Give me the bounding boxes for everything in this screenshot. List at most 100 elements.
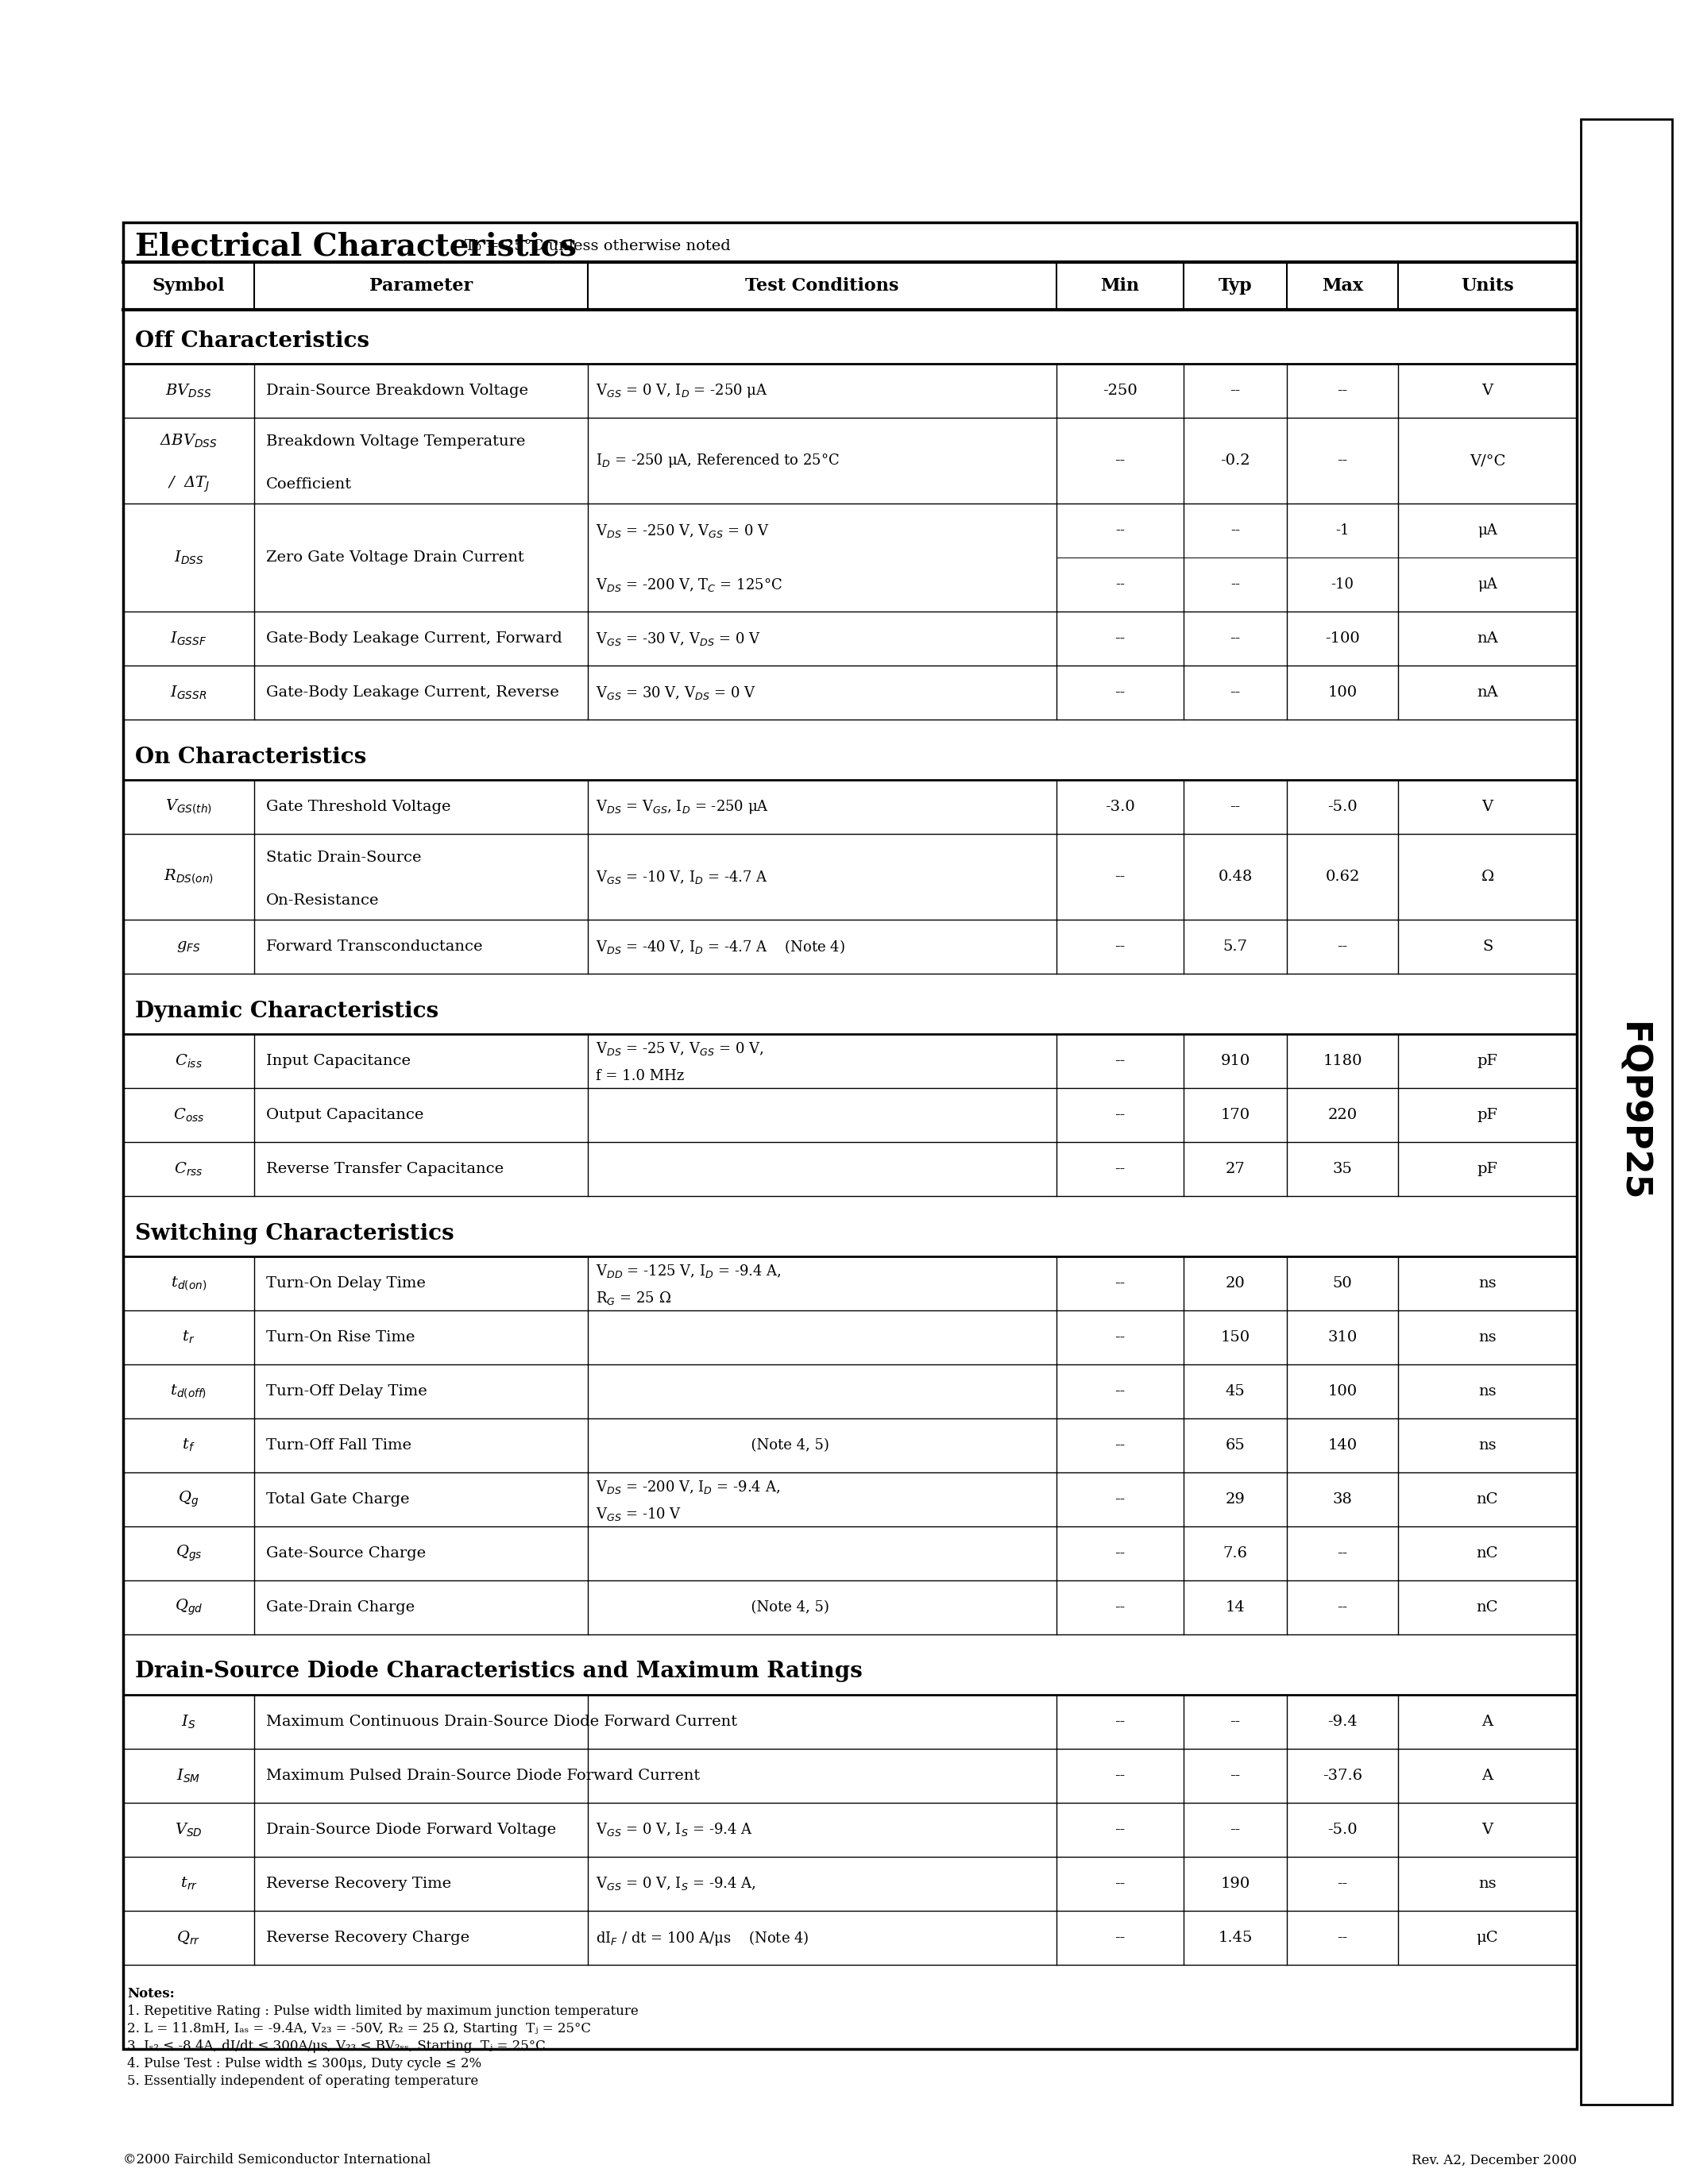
Text: --: --: [1116, 577, 1124, 592]
Text: R$_G$ = 25 Ω: R$_G$ = 25 Ω: [596, 1291, 672, 1306]
Text: --: --: [1114, 1055, 1126, 1068]
Text: Gate-Drain Charge: Gate-Drain Charge: [267, 1601, 415, 1614]
Text: V$_{GS}$ = -10 V: V$_{GS}$ = -10 V: [596, 1507, 682, 1522]
Text: Q$_{gs}$: Q$_{gs}$: [176, 1544, 203, 1564]
Text: -9.4: -9.4: [1327, 1714, 1357, 1730]
Text: --: --: [1114, 1275, 1126, 1291]
Text: BV$_{DSS}$: BV$_{DSS}$: [165, 382, 211, 400]
Text: nC: nC: [1477, 1601, 1499, 1614]
Text: V$_{DS}$ = V$_{GS}$, I$_D$ = -250 μA: V$_{DS}$ = V$_{GS}$, I$_D$ = -250 μA: [596, 797, 770, 815]
Text: Symbol: Symbol: [152, 277, 225, 295]
Text: --: --: [1114, 869, 1126, 885]
Text: 910: 910: [1220, 1055, 1251, 1068]
Text: --: --: [1231, 577, 1241, 592]
Text: t$_r$: t$_r$: [182, 1330, 196, 1345]
Text: A: A: [1482, 1769, 1494, 1782]
Text: pF: pF: [1477, 1055, 1497, 1068]
Text: --: --: [1337, 939, 1347, 954]
Text: --: --: [1337, 1931, 1347, 1946]
Text: dI$_F$ / dt = 100 A/μs    (Note 4): dI$_F$ / dt = 100 A/μs (Note 4): [596, 1928, 809, 1946]
Text: Dynamic Characteristics: Dynamic Characteristics: [135, 1000, 439, 1022]
Text: R$_{DS(on)}$: R$_{DS(on)}$: [164, 867, 214, 885]
Text: nC: nC: [1477, 1492, 1499, 1507]
Text: -250: -250: [1102, 384, 1138, 397]
Text: ns: ns: [1479, 1275, 1497, 1291]
Text: I$_{GSSR}$: I$_{GSSR}$: [170, 684, 208, 701]
Text: ns: ns: [1479, 1876, 1497, 1891]
Text: t$_{rr}$: t$_{rr}$: [181, 1876, 197, 1891]
Text: --: --: [1114, 1385, 1126, 1398]
Text: nA: nA: [1477, 686, 1497, 699]
Text: V$_{GS}$ = 0 V, I$_D$ = -250 μA: V$_{GS}$ = 0 V, I$_D$ = -250 μA: [596, 382, 768, 400]
Text: --: --: [1231, 631, 1241, 646]
Text: -3.0: -3.0: [1106, 799, 1134, 815]
Text: -100: -100: [1325, 631, 1361, 646]
Text: Gate-Source Charge: Gate-Source Charge: [267, 1546, 425, 1562]
Text: 140: 140: [1328, 1439, 1357, 1452]
Text: --: --: [1231, 384, 1241, 397]
Text: pF: pF: [1477, 1162, 1497, 1177]
Text: ns: ns: [1479, 1385, 1497, 1398]
Text: V: V: [1482, 799, 1494, 815]
Text: Reverse Transfer Capacitance: Reverse Transfer Capacitance: [267, 1162, 503, 1177]
Text: f = 1.0 MHz: f = 1.0 MHz: [596, 1068, 684, 1083]
Text: Turn-Off Fall Time: Turn-Off Fall Time: [267, 1439, 412, 1452]
Text: Max: Max: [1322, 277, 1364, 295]
Text: 310: 310: [1328, 1330, 1357, 1345]
Text: --: --: [1337, 1546, 1347, 1562]
Text: On Characteristics: On Characteristics: [135, 747, 366, 767]
Text: Switching Characteristics: Switching Characteristics: [135, 1223, 454, 1245]
Text: Ω: Ω: [1480, 869, 1494, 885]
Text: (Note 4, 5): (Note 4, 5): [596, 1439, 829, 1452]
Text: ns: ns: [1479, 1439, 1497, 1452]
Text: Reverse Recovery Charge: Reverse Recovery Charge: [267, 1931, 469, 1946]
Text: V$_{DS}$ = -200 V, I$_D$ = -9.4 A,: V$_{DS}$ = -200 V, I$_D$ = -9.4 A,: [596, 1479, 780, 1496]
Text: Q$_{rr}$: Q$_{rr}$: [177, 1928, 201, 1946]
Text: 27: 27: [1225, 1162, 1246, 1177]
Text: --: --: [1231, 799, 1241, 815]
Text: Total Gate Charge: Total Gate Charge: [267, 1492, 410, 1507]
Text: Turn-On Delay Time: Turn-On Delay Time: [267, 1275, 425, 1291]
Text: --: --: [1114, 631, 1126, 646]
Text: C$_{rss}$: C$_{rss}$: [174, 1160, 203, 1177]
Text: g$_{FS}$: g$_{FS}$: [177, 939, 201, 954]
Text: --: --: [1231, 524, 1241, 537]
Text: Q$_g$: Q$_g$: [179, 1489, 199, 1509]
Text: I$_{SM}$: I$_{SM}$: [177, 1767, 201, 1784]
Text: 190: 190: [1220, 1876, 1251, 1891]
Text: ©2000 Fairchild Semiconductor International: ©2000 Fairchild Semiconductor Internatio…: [123, 2153, 430, 2167]
Text: μC: μC: [1477, 1931, 1499, 1946]
Text: T₀ = 25°C unless otherwise noted: T₀ = 25°C unless otherwise noted: [464, 238, 731, 253]
Text: 0.48: 0.48: [1219, 869, 1252, 885]
Text: Forward Transconductance: Forward Transconductance: [267, 939, 483, 954]
Text: V$_{GS}$ = 30 V, V$_{DS}$ = 0 V: V$_{GS}$ = 30 V, V$_{DS}$ = 0 V: [596, 684, 756, 701]
Text: -5.0: -5.0: [1327, 799, 1357, 815]
Text: 7.6: 7.6: [1222, 1546, 1247, 1562]
Text: -5.0: -5.0: [1327, 1824, 1357, 1837]
Text: 5. Essentially independent of operating temperature: 5. Essentially independent of operating …: [127, 2075, 478, 2088]
Text: μA: μA: [1477, 577, 1497, 592]
Text: 0.62: 0.62: [1325, 869, 1361, 885]
Text: 20: 20: [1225, 1275, 1246, 1291]
Text: 29: 29: [1225, 1492, 1246, 1507]
Text: μA: μA: [1477, 524, 1497, 537]
Text: Test Conditions: Test Conditions: [746, 277, 900, 295]
Text: t$_{d(off)}$: t$_{d(off)}$: [170, 1382, 208, 1400]
Text: Output Capacitance: Output Capacitance: [267, 1107, 424, 1123]
Text: 1. Repetitive Rating : Pulse width limited by maximum junction temperature: 1. Repetitive Rating : Pulse width limit…: [127, 2005, 638, 2018]
Text: --: --: [1231, 1769, 1241, 1782]
Text: Reverse Recovery Time: Reverse Recovery Time: [267, 1876, 451, 1891]
Text: -37.6: -37.6: [1323, 1769, 1362, 1782]
Text: Turn-On Rise Time: Turn-On Rise Time: [267, 1330, 415, 1345]
Text: C$_{iss}$: C$_{iss}$: [176, 1053, 203, 1070]
Text: --: --: [1337, 1601, 1347, 1614]
Text: 100: 100: [1328, 686, 1357, 699]
Text: Parameter: Parameter: [370, 277, 473, 295]
Text: Gate-Body Leakage Current, Reverse: Gate-Body Leakage Current, Reverse: [267, 686, 559, 699]
Text: pF: pF: [1477, 1107, 1497, 1123]
Text: I$_{DSS}$: I$_{DSS}$: [174, 548, 204, 566]
Text: V$_{SD}$: V$_{SD}$: [176, 1821, 203, 1839]
Text: --: --: [1114, 939, 1126, 954]
Text: --: --: [1231, 1824, 1241, 1837]
Text: t$_{d(on)}$: t$_{d(on)}$: [170, 1275, 206, 1291]
